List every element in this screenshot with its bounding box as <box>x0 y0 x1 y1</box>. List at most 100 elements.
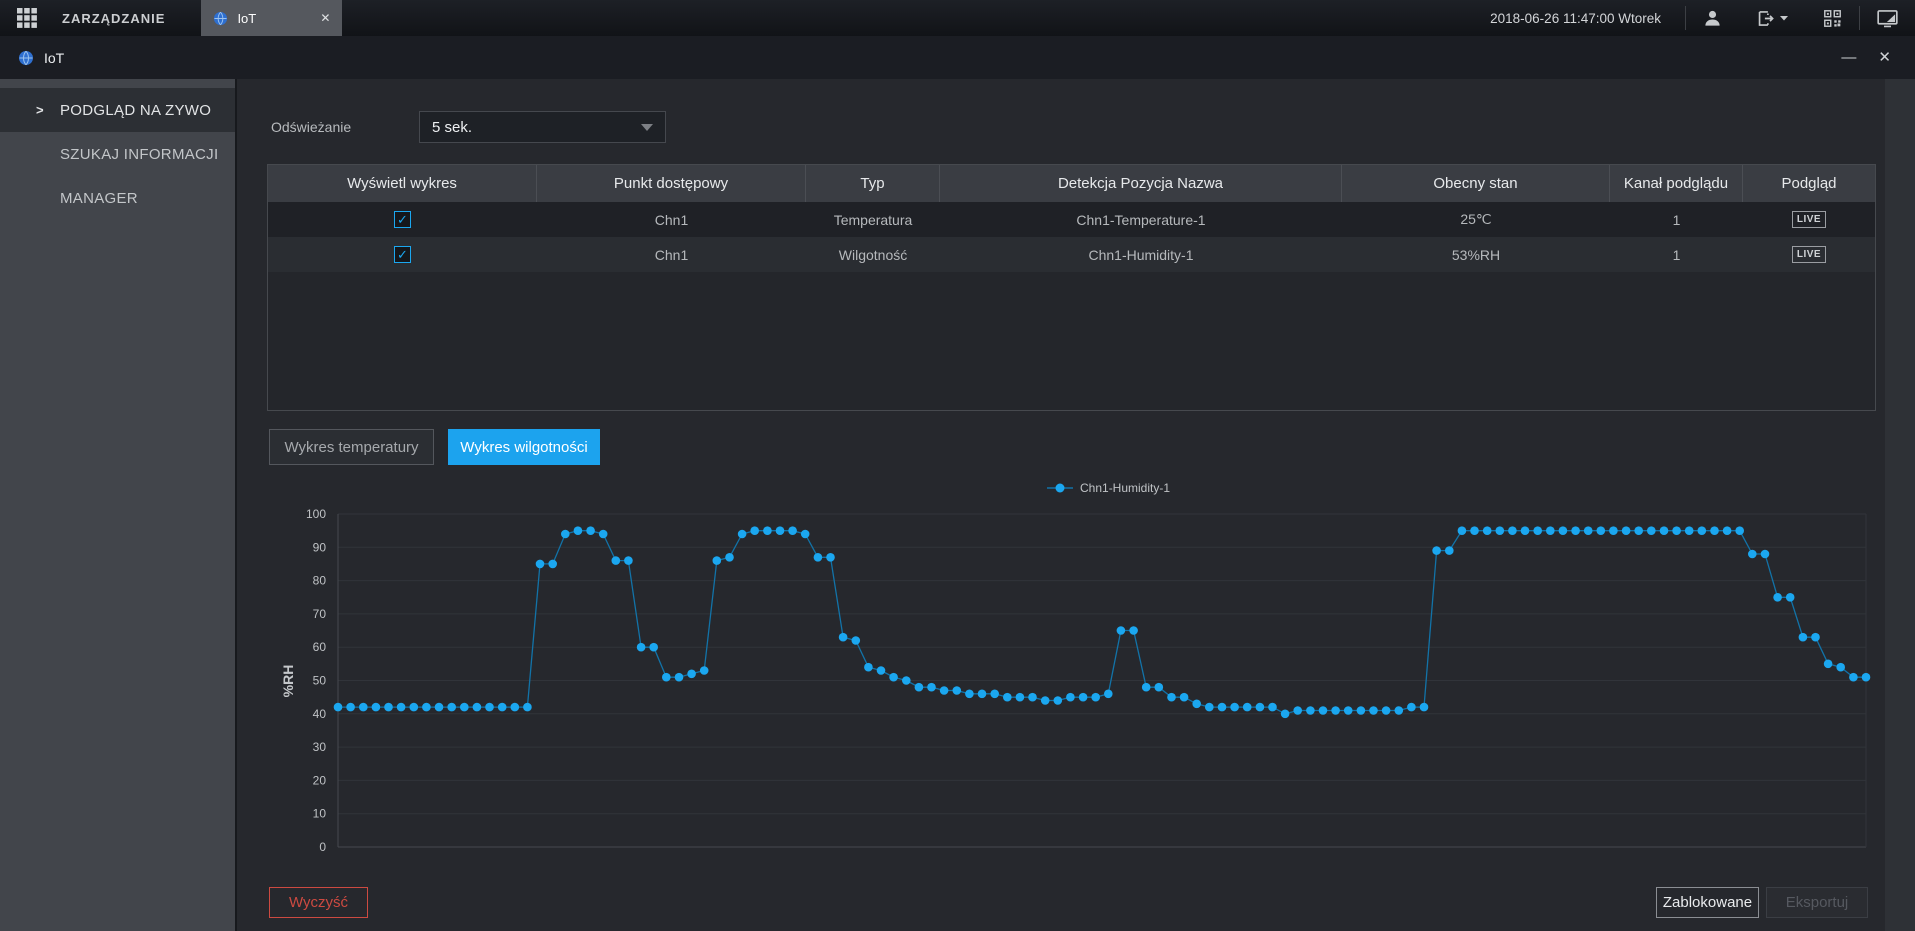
tab-close-icon[interactable]: ✕ <box>320 11 331 25</box>
humidity-line-chart: 0 10 20 30 40 50 60 70 80 90 100 %RH Chn1-Humidity-1 <box>280 481 1871 854</box>
sidebar-item-label: MANAGER <box>60 189 138 207</box>
data-point <box>1596 526 1606 535</box>
separator <box>1685 6 1686 30</box>
data-point <box>396 702 406 712</box>
management-menu[interactable]: ZARZĄDZANIE <box>62 10 166 26</box>
data-point <box>1432 546 1441 555</box>
data-point <box>1457 526 1467 535</box>
data-point <box>1823 659 1833 669</box>
data-point <box>333 702 343 712</box>
data-point <box>523 702 532 712</box>
data-point <box>1205 702 1214 712</box>
data-point <box>649 642 658 652</box>
data-point <box>1356 706 1366 715</box>
data-point <box>1571 526 1580 535</box>
live-preview-button[interactable]: LIVE <box>1791 246 1827 263</box>
data-point <box>674 672 684 682</box>
data-point <box>624 556 633 565</box>
data-point <box>1028 692 1037 702</box>
data-point <box>1230 702 1239 712</box>
logout-button[interactable] <box>1739 9 1806 28</box>
cell-current-state: 53%RH <box>1451 246 1501 263</box>
data-point <box>1735 526 1744 535</box>
refresh-interval-value: 5 sek. <box>432 118 473 136</box>
tab-iot-label: IoT <box>237 10 257 26</box>
logout-icon <box>1758 10 1774 26</box>
cell-preview-channel: 1 <box>1672 211 1681 228</box>
data-point <box>1104 689 1113 699</box>
data-point <box>1722 526 1732 535</box>
data-point <box>1621 526 1631 535</box>
data-point <box>990 689 999 699</box>
data-point <box>1445 546 1454 555</box>
refresh-interval-dropdown[interactable]: 5 sek. <box>419 111 666 143</box>
data-point <box>1129 626 1138 635</box>
locked-button[interactable]: Zablokowane <box>1656 887 1759 918</box>
data-point <box>1331 706 1340 715</box>
close-button[interactable]: ✕ <box>1878 49 1891 66</box>
sidebar-item-search-info[interactable]: > SZUKAJ INFORMACJI <box>0 132 235 176</box>
data-point <box>1508 526 1517 535</box>
clear-button[interactable]: Wyczyść <box>269 887 368 918</box>
data-point <box>409 702 419 712</box>
table-row: Chn1 Temperatura Chn1-Temperature-1 25℃ … <box>268 202 1875 237</box>
tab-temperature-chart[interactable]: Wykres temperatury <box>269 429 434 465</box>
data-point <box>687 669 696 679</box>
data-point <box>1836 662 1845 672</box>
data-point <box>1798 632 1808 642</box>
column-header: Typ <box>806 165 940 202</box>
data-point <box>712 556 722 565</box>
data-point <box>1760 549 1770 559</box>
minimize-button[interactable]: — <box>1841 49 1857 66</box>
data-point <box>472 702 482 712</box>
scrollbar-track[interactable] <box>1885 79 1915 931</box>
dropdown-caret-icon <box>641 123 653 131</box>
show-chart-checkbox[interactable] <box>394 211 411 228</box>
data-point <box>914 682 924 692</box>
sidebar-item-manager[interactable]: > MANAGER <box>0 176 235 220</box>
data-point <box>763 526 772 535</box>
window-title: IoT <box>44 49 65 66</box>
display-output-button[interactable] <box>1860 9 1915 28</box>
data-point <box>1546 526 1555 535</box>
data-point <box>977 689 987 699</box>
column-header: Obecny stan <box>1342 165 1610 202</box>
column-header: Punkt dostępowy <box>537 165 806 202</box>
show-chart-checkbox[interactable] <box>394 246 411 263</box>
data-point <box>1040 696 1050 705</box>
data-point <box>384 702 393 712</box>
y-tick-label: 100 <box>306 507 326 521</box>
data-point <box>750 526 759 535</box>
data-point <box>1154 682 1164 692</box>
data-point <box>1116 626 1126 635</box>
export-button-disabled[interactable]: Eksportuj <box>1766 887 1868 918</box>
main-content: Odświeżanie 5 sek. Wyświetl wykres Punkt… <box>237 79 1915 931</box>
live-preview-button[interactable]: LIVE <box>1791 211 1827 228</box>
data-point <box>497 702 507 712</box>
data-point <box>662 672 671 682</box>
data-point <box>1381 706 1391 715</box>
refresh-label: Odświeżanie <box>271 119 352 135</box>
tab-iot[interactable]: IoT ✕ <box>201 0 343 36</box>
y-tick-label: 40 <box>313 707 327 721</box>
y-tick-label: 10 <box>313 807 327 821</box>
sidebar-item-live-view[interactable]: > PODGLĄD NA ZYWO <box>0 88 235 132</box>
sidebar-item-label: SZUKAJ INFORMACJI <box>60 145 219 163</box>
cell-access-point: Chn1 <box>654 211 689 228</box>
separator <box>1859 6 1860 30</box>
user-account-button[interactable] <box>1686 9 1739 28</box>
legend-label: Chn1-Humidity-1 <box>1080 481 1170 495</box>
data-point <box>1849 672 1858 682</box>
data-point <box>1242 702 1252 712</box>
data-point <box>1407 702 1416 712</box>
sidebar-item-label: PODGLĄD NA ZYWO <box>60 101 212 119</box>
apps-menu-button[interactable] <box>0 0 54 36</box>
data-point <box>1192 699 1201 709</box>
data-point <box>788 526 797 535</box>
qr-code-icon <box>1824 9 1841 27</box>
data-point <box>1659 526 1669 535</box>
tab-humidity-chart[interactable]: Wykres wilgotności <box>448 429 600 465</box>
data-point <box>725 553 734 562</box>
qr-code-button[interactable] <box>1806 9 1859 28</box>
data-point <box>864 662 873 672</box>
